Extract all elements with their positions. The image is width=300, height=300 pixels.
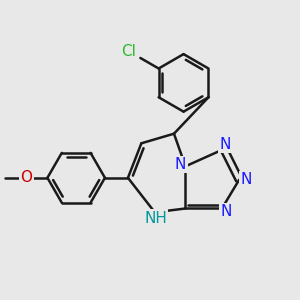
- Text: N: N: [219, 137, 230, 152]
- Text: Cl: Cl: [121, 44, 136, 59]
- Text: O: O: [20, 170, 32, 185]
- Text: N: N: [240, 172, 252, 187]
- Text: N: N: [175, 157, 186, 172]
- Text: NH: NH: [144, 211, 167, 226]
- Text: N: N: [220, 204, 231, 219]
